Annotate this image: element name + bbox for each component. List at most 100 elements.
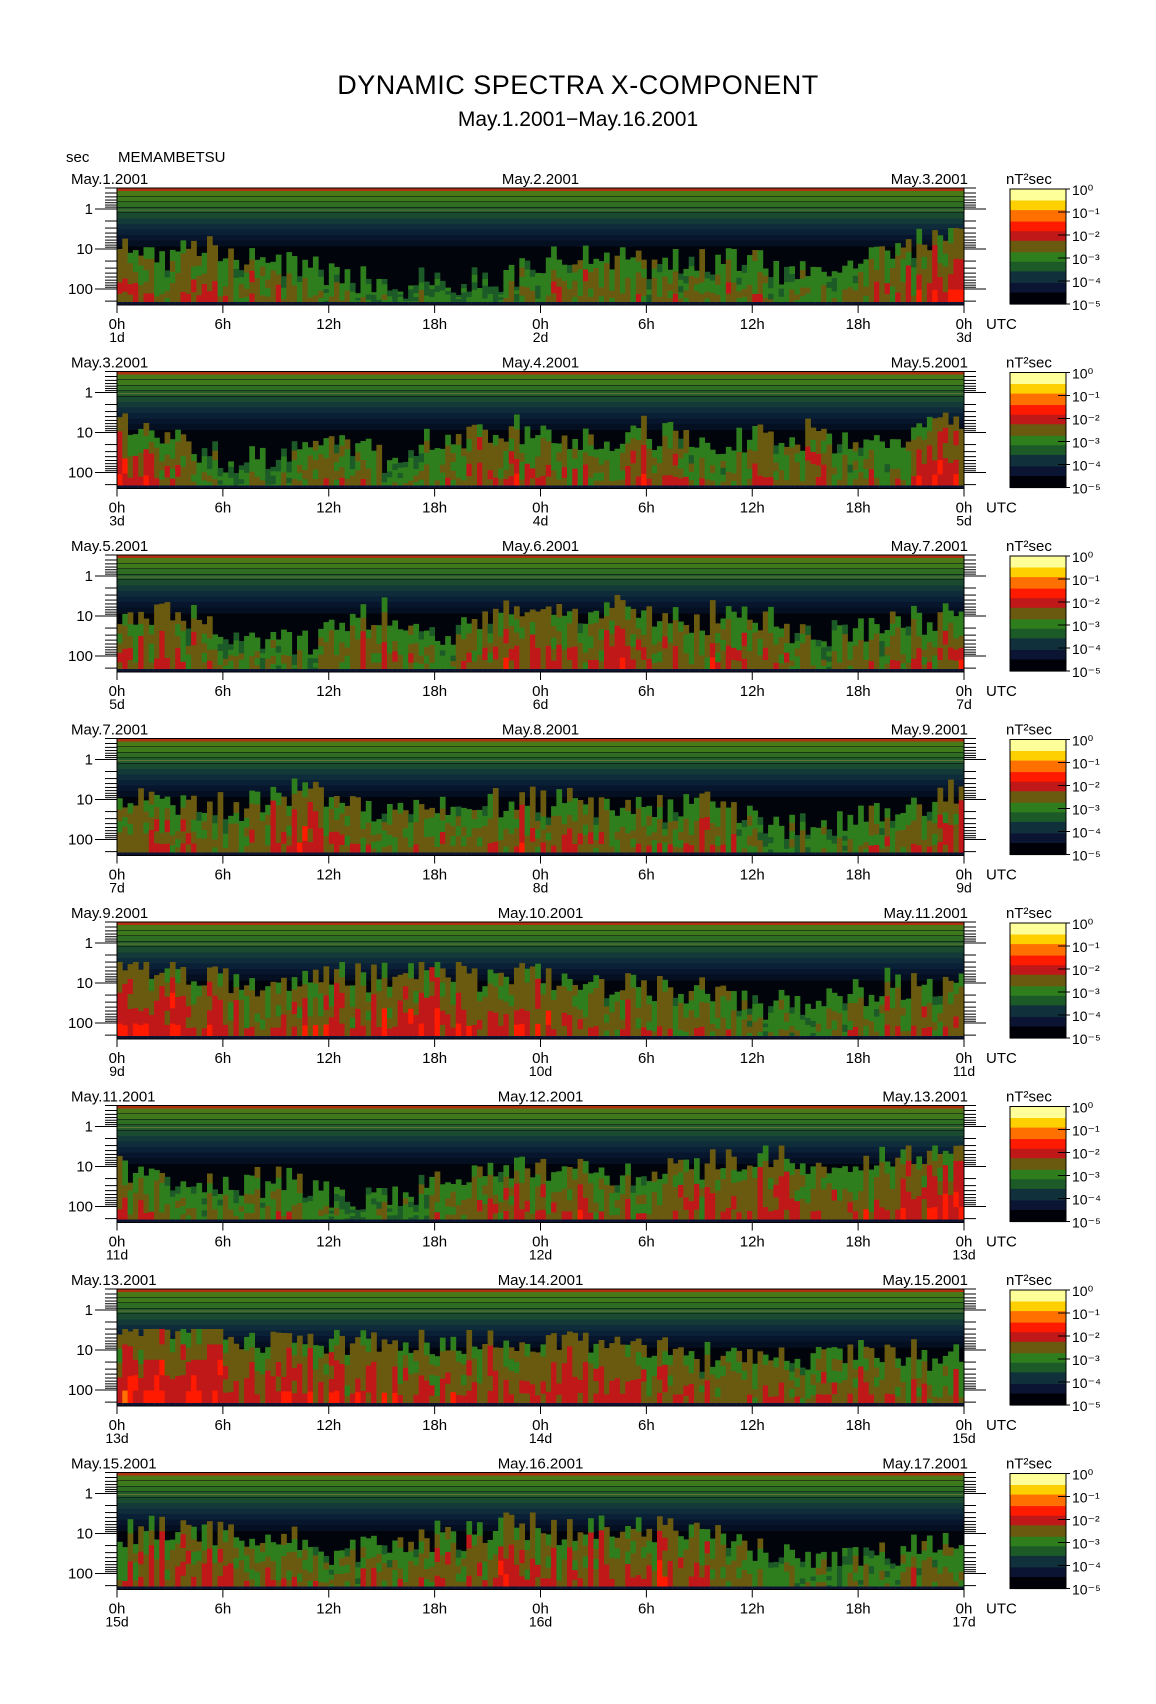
spectral-cell bbox=[466, 836, 473, 847]
spectral-cell bbox=[334, 852, 340, 856]
spectral-cell bbox=[852, 637, 859, 647]
spectral-cell bbox=[148, 978, 155, 992]
spectral-cell bbox=[334, 462, 340, 472]
spectral-cell bbox=[821, 476, 827, 489]
spectral-cell bbox=[244, 302, 250, 305]
spectral-cell bbox=[953, 289, 960, 306]
spectral-cell bbox=[196, 265, 203, 277]
spectral-cell bbox=[381, 822, 388, 831]
spectral-cell bbox=[852, 645, 859, 655]
spectral-cell bbox=[667, 844, 674, 856]
colorbar-segment bbox=[1010, 235, 1066, 238]
spectral-cell bbox=[794, 453, 801, 463]
spectral-cell bbox=[471, 846, 478, 856]
spectral-cell bbox=[402, 655, 409, 665]
spectral-cell bbox=[143, 822, 150, 834]
spectral-cell bbox=[387, 485, 393, 489]
spectral-cell bbox=[122, 845, 128, 856]
spectral-cell bbox=[540, 803, 547, 817]
spectral-cell bbox=[747, 485, 753, 489]
spectral-cell bbox=[529, 841, 536, 856]
spectral-cell bbox=[487, 470, 494, 480]
x-axis-unit: UTC bbox=[986, 316, 1017, 333]
spectral-cell bbox=[307, 982, 314, 995]
spectral-cell bbox=[349, 475, 356, 483]
spectral-cell bbox=[858, 464, 864, 473]
spectral-cell bbox=[164, 831, 171, 845]
spectral-cell bbox=[942, 603, 949, 618]
spectral-cell bbox=[148, 453, 155, 466]
spectral-cell bbox=[609, 828, 615, 838]
spectral-cell bbox=[117, 643, 123, 654]
spectral-cell bbox=[688, 669, 695, 672]
spectral-cell bbox=[699, 447, 705, 459]
spectral-cell bbox=[297, 485, 303, 489]
spectral-cell bbox=[900, 847, 907, 856]
spectral-cell bbox=[577, 473, 584, 482]
spectral-cell bbox=[328, 457, 335, 469]
spectral-cell bbox=[731, 669, 737, 672]
spectral-cell bbox=[132, 662, 139, 673]
spectral-cell bbox=[905, 479, 912, 489]
spectral-cell bbox=[863, 459, 870, 470]
spectral-cell bbox=[948, 475, 954, 489]
spectral-cell bbox=[371, 994, 377, 1010]
spectral-cell bbox=[371, 634, 377, 645]
spectral-cell bbox=[132, 835, 139, 846]
spectral-cell bbox=[371, 653, 377, 664]
spectral-cell bbox=[678, 621, 684, 633]
spectral-cell bbox=[593, 824, 600, 833]
spectral-cell bbox=[408, 480, 414, 489]
spectral-cell bbox=[937, 648, 944, 661]
spectral-cell bbox=[508, 273, 515, 282]
colorbar-segment bbox=[1010, 580, 1066, 584]
spectral-cell bbox=[265, 476, 271, 482]
spectral-cell bbox=[159, 485, 165, 489]
spectral-cell bbox=[657, 480, 663, 489]
spectral-cell bbox=[508, 1028, 515, 1040]
spectral-cell bbox=[519, 295, 525, 306]
spectral-cell bbox=[646, 815, 653, 827]
spectral-cell bbox=[196, 478, 203, 484]
spectral-cell bbox=[217, 999, 224, 1014]
spectral-cell bbox=[926, 632, 933, 643]
spectral-cell bbox=[614, 485, 621, 489]
spectral-cell bbox=[535, 659, 541, 673]
spectral-cell bbox=[916, 845, 923, 856]
spectral-cell bbox=[794, 284, 801, 290]
spectral-cell bbox=[164, 843, 171, 856]
spectral-cell bbox=[789, 302, 795, 305]
spectral-cell bbox=[678, 468, 684, 480]
spectral-cell bbox=[207, 660, 213, 673]
spectral-cell bbox=[254, 302, 261, 305]
spectral-cell bbox=[577, 269, 584, 279]
spectral-cell bbox=[874, 485, 880, 489]
spectral-cell bbox=[582, 662, 589, 673]
spectral-cell bbox=[429, 465, 435, 474]
spectral-cell bbox=[238, 647, 245, 654]
spectral-cell bbox=[207, 649, 213, 662]
spectral-cell bbox=[514, 846, 520, 856]
spectral-cell bbox=[275, 852, 282, 856]
spectral-cell bbox=[487, 662, 494, 673]
spectral-cell bbox=[773, 840, 780, 849]
spectral-cell bbox=[424, 440, 430, 454]
spectral-cell bbox=[450, 806, 457, 817]
spectral-cell bbox=[556, 443, 563, 453]
spectral-cell bbox=[185, 302, 192, 305]
spectral-cell bbox=[312, 649, 319, 655]
spectral-cell bbox=[821, 452, 827, 466]
spectral-cell bbox=[138, 285, 144, 296]
colorbar-segment bbox=[1010, 453, 1066, 456]
spectral-cell bbox=[275, 652, 282, 660]
spectral-cell bbox=[355, 820, 361, 833]
spectral-cell bbox=[683, 852, 690, 856]
spectral-cell bbox=[715, 852, 721, 856]
spectral-cell bbox=[349, 660, 356, 673]
spectral-cell bbox=[852, 852, 859, 856]
spectral-cell bbox=[138, 635, 144, 649]
spectral-cell bbox=[810, 832, 817, 840]
spectral-cell bbox=[249, 790, 255, 805]
spectral-cell bbox=[651, 457, 658, 466]
spectral-cell bbox=[201, 643, 208, 654]
